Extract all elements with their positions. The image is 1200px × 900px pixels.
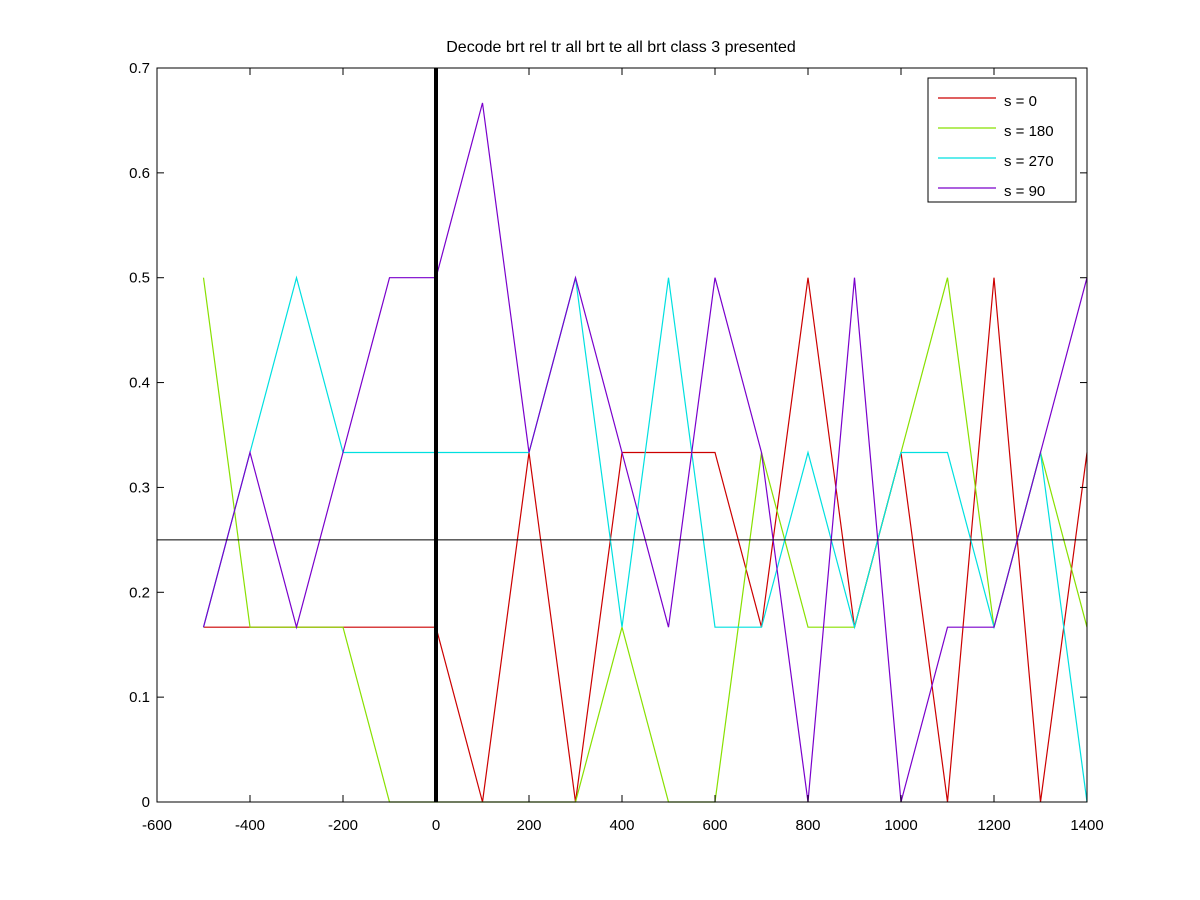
x-tick-label: -400: [235, 817, 265, 834]
x-tick-label: -200: [328, 817, 358, 834]
legend-box: [927, 77, 1077, 203]
y-tick-label: 0.7: [129, 60, 150, 77]
y-tick-label: 0.6: [129, 165, 150, 182]
legend-label-2: s = 270: [1004, 153, 1054, 170]
legend-label-3: s = 90: [1004, 183, 1045, 200]
reference-lines: [157, 68, 1087, 802]
legend-label-1: s = 180: [1004, 123, 1054, 140]
x-tick-label: 1000: [884, 817, 917, 834]
x-tick-label: 400: [609, 817, 634, 834]
series-line-1: [202, 277, 1088, 803]
axes: -600 -400 -200 0 200 400 600 800 1000 1200 1400 0 0.…: [129, 60, 1104, 834]
legend: s = 0 s = 180 s = 270 s = 90: [927, 77, 1077, 203]
y-tick-label: 0: [142, 794, 150, 811]
y-tick-label: 0.4: [129, 375, 150, 392]
chart-title: Decode brt rel tr all brt te all brt cla…: [446, 39, 796, 56]
x-tick-label: 1200: [977, 817, 1010, 834]
x-tick-label: 1400: [1070, 817, 1103, 834]
y-tick-label: 0.2: [129, 584, 150, 601]
x-tick-label: 200: [516, 817, 541, 834]
series-line-2: [202, 275, 1088, 803]
x-tick-label: 600: [702, 817, 727, 834]
y-tick-label: 0.1: [129, 689, 150, 706]
series-layer: [202, 102, 1088, 803]
x-tick-label: -600: [142, 817, 172, 834]
y-tick-label: 0.3: [129, 479, 150, 496]
legend-label-0: s = 0: [1004, 93, 1037, 110]
x-tick-label: 800: [795, 817, 820, 834]
x-tick-label: 0: [432, 817, 440, 834]
y-tick-label: 0.5: [129, 270, 150, 287]
